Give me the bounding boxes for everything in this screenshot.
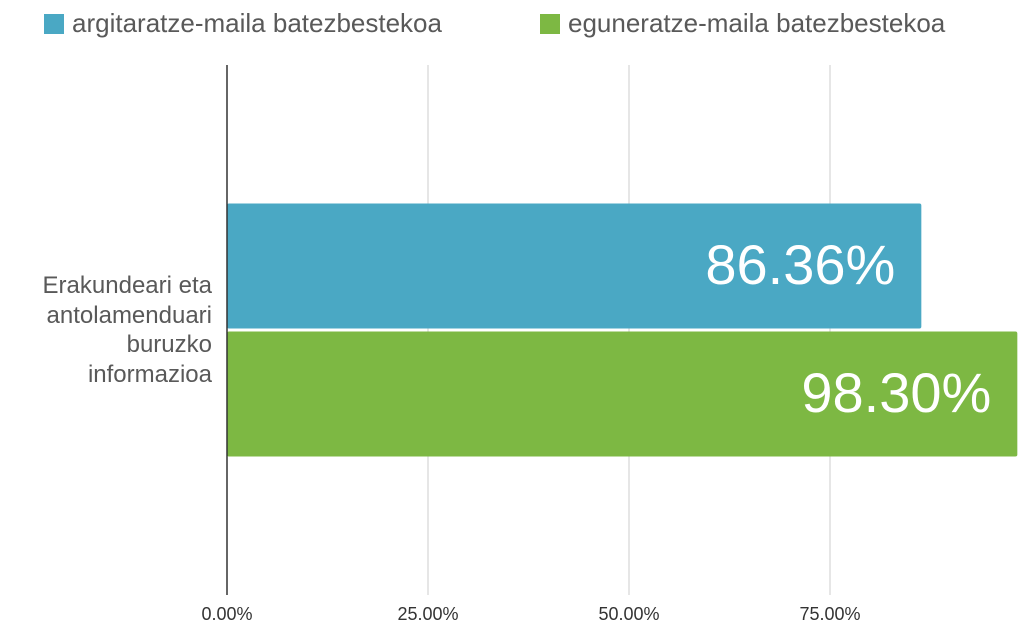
x-tick-label: 0.00%: [201, 604, 252, 624]
legend-swatch: [540, 14, 560, 34]
x-tick-label: 25.00%: [397, 604, 458, 624]
legend-swatch: [44, 14, 64, 34]
x-tick-label: 75.00%: [799, 604, 860, 624]
x-tick-label: 50.00%: [598, 604, 659, 624]
bar: [227, 203, 922, 329]
category-label: Erakundeari eta antolamenduari buruzko i…: [42, 272, 212, 388]
bar-value-label: 86.36%: [705, 233, 895, 296]
legend-label: argitaratze-maila batezbestekoa: [72, 8, 443, 38]
bar: [227, 331, 1018, 457]
legend-label: eguneratze-maila batezbestekoa: [568, 8, 946, 38]
bar-value-label: 98.30%: [801, 361, 991, 424]
